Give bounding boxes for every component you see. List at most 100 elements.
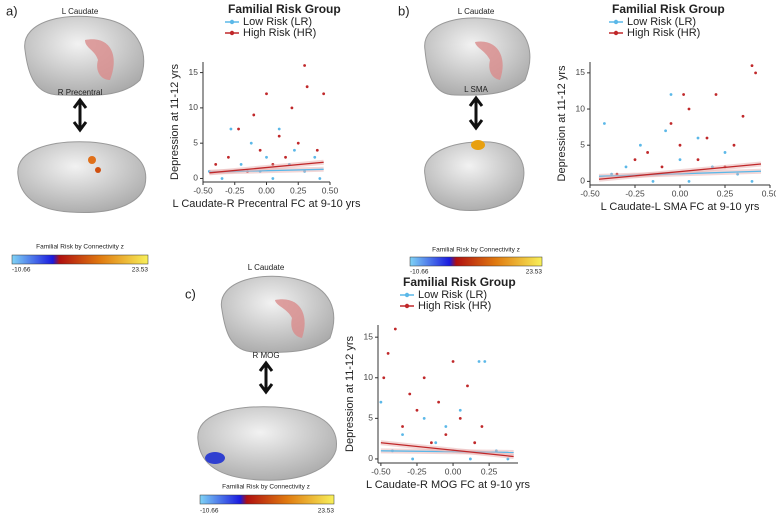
y-tick-label: 0 bbox=[368, 453, 373, 463]
point bbox=[305, 85, 309, 89]
y-tick-label: 15 bbox=[364, 331, 374, 341]
point bbox=[466, 384, 469, 388]
legend-marker bbox=[613, 30, 619, 36]
point bbox=[754, 71, 757, 75]
point bbox=[379, 400, 383, 404]
x-tick-label: 0.50 bbox=[762, 188, 776, 198]
colorbar-title: Familial Risk by Connectivity z bbox=[432, 247, 520, 254]
y-tick-label: 5 bbox=[193, 137, 198, 147]
point bbox=[624, 165, 628, 169]
point bbox=[277, 127, 281, 131]
y-tick-label: 10 bbox=[364, 372, 374, 382]
point bbox=[434, 441, 438, 445]
point bbox=[386, 352, 390, 355]
point bbox=[660, 165, 664, 169]
point bbox=[444, 433, 448, 436]
point bbox=[687, 179, 691, 183]
y-tick-label: 5 bbox=[580, 139, 585, 149]
point bbox=[422, 376, 426, 380]
point bbox=[313, 155, 317, 159]
x-tick-label: 0.00 bbox=[258, 185, 275, 195]
point bbox=[408, 392, 412, 396]
seed-label: L Caudate bbox=[458, 7, 495, 16]
point bbox=[480, 425, 484, 428]
point bbox=[401, 425, 404, 428]
point bbox=[239, 162, 243, 166]
y-axis-label: Depression at 11-12 yrs bbox=[169, 64, 181, 180]
point bbox=[214, 162, 218, 166]
point bbox=[664, 129, 667, 133]
target-label: L SMA bbox=[464, 85, 488, 94]
point bbox=[477, 360, 481, 363]
x-tick-label: 0.25 bbox=[717, 188, 734, 198]
point bbox=[741, 114, 745, 118]
colorbar-min: -10.66 bbox=[200, 508, 219, 515]
point bbox=[401, 433, 404, 436]
x-tick-label: -0.50 bbox=[371, 466, 391, 476]
y-axis-label: Depression at 11-12 yrs bbox=[556, 65, 568, 181]
x-tick-label: -0.25 bbox=[625, 188, 645, 198]
point bbox=[430, 441, 433, 445]
panel-c-brain bbox=[197, 275, 337, 505]
point bbox=[296, 141, 300, 145]
x-tick-label: -0.50 bbox=[580, 188, 600, 198]
point bbox=[293, 148, 296, 152]
legend-label: Low Risk (LR) bbox=[627, 16, 696, 28]
point bbox=[437, 400, 441, 404]
y-tick-label: 10 bbox=[189, 102, 199, 112]
fit-line bbox=[598, 163, 762, 180]
point bbox=[422, 416, 426, 420]
point bbox=[382, 376, 386, 380]
point bbox=[290, 106, 294, 110]
legend-marker bbox=[404, 303, 410, 309]
y-tick-label: 10 bbox=[576, 103, 586, 113]
point bbox=[696, 158, 700, 162]
legend-marker bbox=[229, 30, 235, 36]
point bbox=[411, 457, 415, 461]
point bbox=[750, 179, 754, 183]
seed-label: L Caudate bbox=[62, 7, 99, 16]
point bbox=[444, 425, 448, 428]
legend-label: High Risk (HR) bbox=[418, 300, 491, 312]
x-tick-label: 0.00 bbox=[445, 466, 462, 476]
point bbox=[714, 93, 718, 96]
point bbox=[687, 107, 691, 111]
point bbox=[473, 441, 477, 445]
point bbox=[229, 127, 233, 131]
legend-marker bbox=[613, 19, 619, 25]
point bbox=[750, 64, 754, 68]
x-tick-label: -0.50 bbox=[193, 185, 213, 195]
point bbox=[315, 148, 319, 152]
point bbox=[265, 92, 268, 96]
point bbox=[669, 122, 673, 125]
legend-marker bbox=[404, 292, 410, 298]
point bbox=[393, 327, 397, 331]
fit-line bbox=[380, 442, 514, 458]
legend-label: High Risk (HR) bbox=[627, 27, 700, 39]
legend-label: Low Risk (LR) bbox=[418, 289, 487, 301]
point bbox=[468, 457, 472, 461]
point bbox=[451, 360, 455, 363]
legend-marker bbox=[229, 19, 235, 25]
seed-label: L Caudate bbox=[248, 263, 285, 272]
point bbox=[705, 136, 709, 140]
colorbar-title: Familial Risk by Connectivity z bbox=[36, 244, 124, 251]
fit-line bbox=[209, 161, 324, 174]
point bbox=[271, 177, 275, 180]
point bbox=[639, 143, 642, 147]
point bbox=[633, 158, 637, 162]
point bbox=[682, 93, 685, 96]
point bbox=[258, 148, 262, 152]
x-tick-label: 0.25 bbox=[481, 466, 498, 476]
y-tick-label: 5 bbox=[368, 413, 373, 423]
x-axis-label: L Caudate-L SMA FC at 9-10 yrs bbox=[601, 201, 760, 213]
point bbox=[237, 127, 240, 131]
point bbox=[227, 155, 230, 159]
point bbox=[483, 360, 487, 363]
x-tick-label: -0.25 bbox=[225, 185, 245, 195]
legend-title: Familial Risk Group bbox=[228, 2, 341, 16]
colorbar-max: 23.53 bbox=[526, 269, 543, 276]
colorbar-min: -10.66 bbox=[410, 269, 429, 276]
point bbox=[322, 92, 326, 96]
